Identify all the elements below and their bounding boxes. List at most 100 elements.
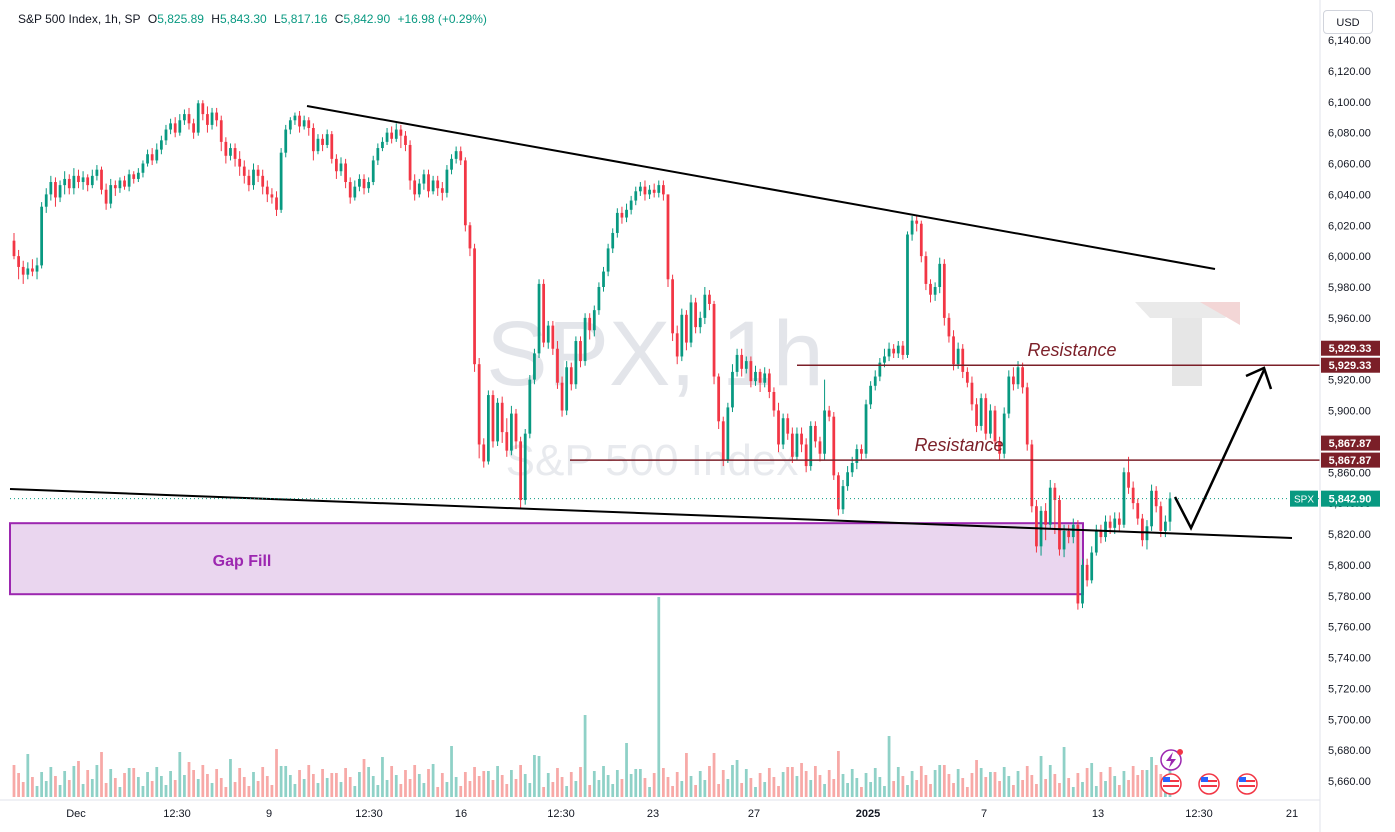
upper-trendline[interactable] — [306, 105, 1216, 270]
candle-body — [1168, 498, 1172, 522]
volume-bar — [496, 766, 499, 797]
candle-body — [399, 129, 403, 136]
volume-bar — [892, 781, 896, 797]
logo-watermark — [1135, 302, 1240, 386]
volume-bar — [136, 777, 140, 797]
candle-body — [321, 138, 324, 145]
volume-bar — [947, 774, 951, 797]
volume-bar — [956, 769, 960, 797]
volume-bar — [998, 781, 1001, 797]
y-tick-label: 5,660.00 — [1328, 776, 1371, 788]
volume-bar — [335, 773, 338, 797]
volume-bar — [860, 787, 863, 797]
volume-bar — [224, 787, 228, 797]
projection-arrow[interactable] — [1173, 369, 1266, 531]
candle-body — [242, 166, 246, 176]
close-value: 5,842.90 — [343, 12, 391, 26]
candle-body — [12, 240, 16, 257]
volume-bar — [215, 769, 219, 797]
candle-body — [551, 325, 555, 349]
candle-body — [569, 367, 573, 385]
candle-body — [1104, 521, 1107, 538]
volume-bar — [574, 781, 578, 797]
currency-button[interactable]: USD — [1323, 10, 1373, 34]
volume-bar — [408, 779, 412, 797]
candle-body — [477, 364, 481, 445]
candle-body — [1071, 524, 1075, 538]
volume-bar — [919, 766, 923, 797]
candle-body — [1012, 376, 1015, 385]
volume-bar — [141, 786, 145, 797]
candle-body — [482, 444, 486, 462]
lower-trendline[interactable] — [9, 488, 1293, 539]
volume-bar — [883, 786, 886, 797]
candle-body — [279, 152, 283, 210]
time-axis[interactable]: Dec 12:30 9 12:30 16 12:30 23 27 2025 7 13 12:30 21 — [66, 808, 1298, 820]
candle-body — [496, 402, 499, 442]
candle-body — [634, 191, 638, 201]
candle-body — [141, 163, 145, 173]
volume-bar — [873, 768, 877, 797]
candle-body — [353, 186, 357, 198]
volume-bar — [887, 736, 891, 797]
candle-body — [201, 103, 205, 115]
us-flag-event-icon-3[interactable] — [1236, 773, 1258, 795]
volume-bar — [1053, 774, 1057, 797]
volume-bar — [1113, 776, 1117, 797]
candle-body — [261, 175, 265, 187]
volume-bar — [703, 780, 707, 797]
volume-histogram — [12, 597, 1172, 797]
volume-bar — [781, 772, 785, 797]
gap-fill-zone[interactable] — [9, 522, 1084, 596]
candle-body — [703, 294, 707, 318]
candle-body — [440, 188, 444, 193]
volume-bar — [1039, 756, 1043, 797]
volume-bar — [993, 772, 997, 797]
candle-body — [896, 345, 900, 354]
candle-body — [947, 317, 951, 337]
volume-bar — [615, 770, 619, 797]
volume-bar — [316, 783, 320, 797]
candle-body — [1131, 487, 1135, 504]
volume-bar — [620, 779, 624, 797]
volume-bar — [588, 785, 592, 797]
lightning-icon[interactable] — [1160, 749, 1183, 771]
volume-bar — [256, 781, 260, 797]
volume-bar — [67, 780, 71, 797]
volume-bar — [118, 787, 122, 797]
x-tick-label: 2025 — [856, 808, 880, 820]
us-flag-event-icon-2[interactable] — [1198, 773, 1220, 795]
candles — [12, 100, 1172, 610]
volume-bar — [984, 777, 988, 797]
x-tick-label: 12:30 — [547, 808, 575, 820]
gap-fill-label: Gap Fill — [213, 553, 272, 570]
volume-bar — [164, 785, 168, 797]
volume-bar — [689, 776, 693, 797]
volume-bar — [178, 752, 182, 797]
candle-body — [592, 310, 596, 331]
resistance-price-tag-lower-1: 5,867.87 — [1321, 435, 1380, 451]
candle-body — [583, 317, 587, 362]
candle-body — [431, 180, 435, 192]
candle-body — [837, 475, 840, 510]
volume-bar — [597, 780, 601, 797]
candle-body — [698, 317, 702, 328]
volume-bar — [551, 782, 555, 797]
candle-body — [671, 279, 674, 334]
candle-body — [1002, 413, 1006, 454]
volume-bar — [721, 770, 725, 797]
volume-bar — [680, 781, 684, 797]
volume-bar — [786, 767, 790, 797]
x-tick-label: 21 — [1286, 808, 1298, 820]
candle-body — [77, 175, 80, 183]
candle-body — [298, 115, 301, 127]
volume-bar — [265, 776, 269, 797]
candle-body — [252, 169, 255, 186]
volume-bar — [537, 756, 541, 797]
us-flag-event-icon-1[interactable] — [1160, 773, 1182, 795]
candle-body — [528, 379, 532, 434]
candle-body — [219, 120, 223, 142]
candle-body — [90, 175, 94, 186]
candle-body — [537, 283, 541, 354]
